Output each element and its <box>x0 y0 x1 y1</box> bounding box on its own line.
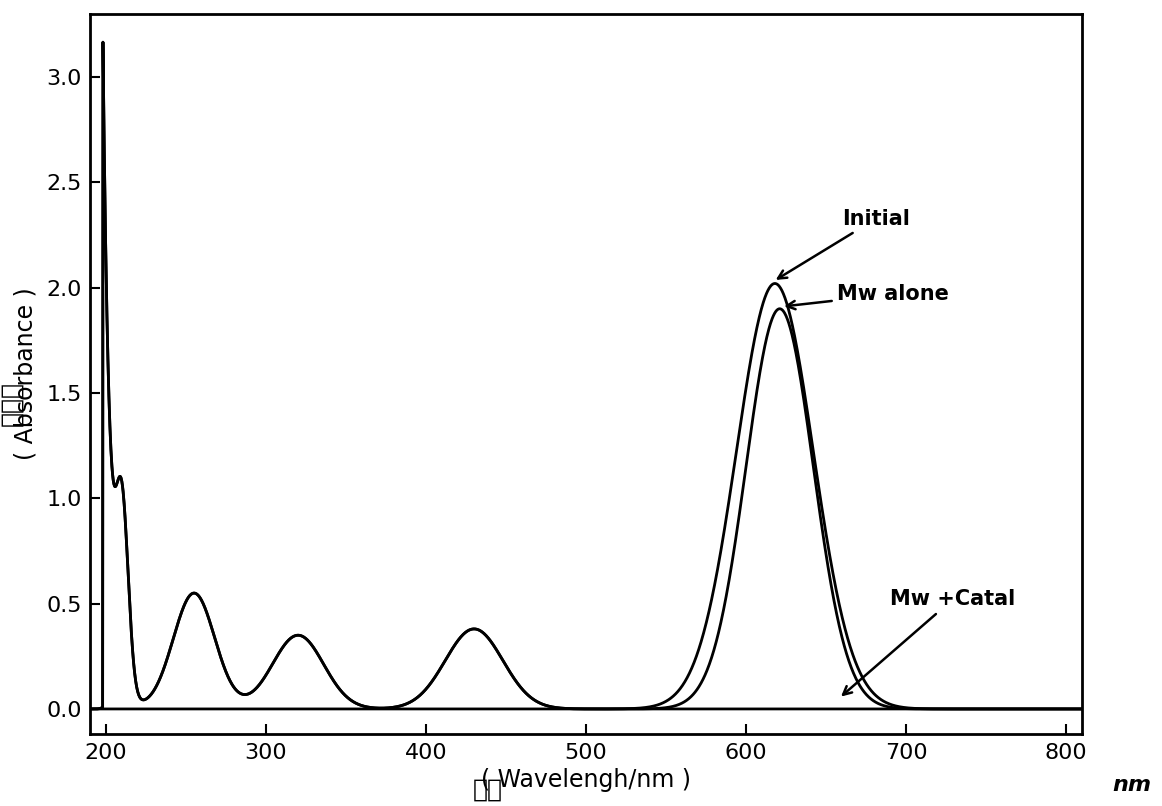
Text: Mw +Catal: Mw +Catal <box>844 589 1016 695</box>
X-axis label: ( Wavelengh/nm ): ( Wavelengh/nm ) <box>481 768 691 792</box>
Text: Initial: Initial <box>779 209 910 279</box>
Y-axis label: ( Absorbance ): ( Absorbance ) <box>14 288 38 460</box>
Text: 波长: 波长 <box>473 778 503 802</box>
Text: Mw alone: Mw alone <box>787 284 949 310</box>
Text: nm: nm <box>1112 775 1150 795</box>
Text: 吸光度: 吸光度 <box>0 380 23 426</box>
